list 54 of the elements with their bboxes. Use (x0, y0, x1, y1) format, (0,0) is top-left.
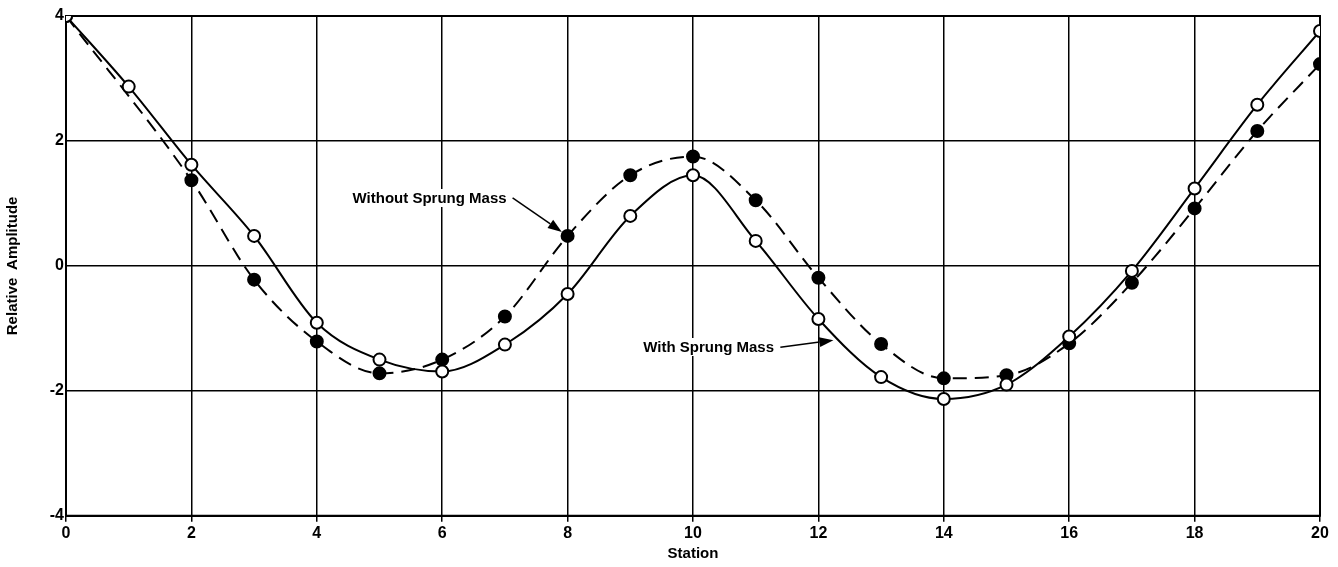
point (184, 173, 199, 188)
point (936, 391, 951, 406)
point (748, 233, 763, 248)
point (623, 208, 638, 223)
point (497, 337, 512, 352)
x-tick-label: 16 (1060, 523, 1079, 541)
annotation: Without Sprung Mass (350, 188, 509, 207)
y-tick-label: 2 (55, 131, 65, 149)
point (686, 149, 700, 164)
point (121, 79, 136, 94)
point (309, 315, 324, 330)
x-tick-label: 4 (312, 523, 322, 541)
x-tick-label: 14 (934, 523, 953, 541)
y-tick-label: 4 (55, 6, 65, 24)
x-tick-label: 20 (1311, 523, 1329, 541)
point (435, 352, 450, 367)
point (874, 336, 889, 351)
point (309, 334, 324, 349)
y-tick-label: 0 (55, 256, 65, 274)
point (560, 287, 575, 302)
point (247, 272, 262, 287)
x-tick-label: 8 (563, 523, 573, 541)
point (1187, 181, 1202, 196)
point (623, 168, 638, 183)
point (184, 157, 199, 172)
point (435, 364, 450, 379)
point (686, 168, 700, 183)
x-tick-label: 12 (809, 523, 828, 541)
x-tick-label: 18 (1185, 523, 1204, 541)
y-tick-label: -2 (49, 381, 65, 399)
point (936, 371, 951, 386)
point (811, 312, 826, 326)
x-tick-label: 10 (684, 523, 702, 541)
point (1124, 263, 1139, 278)
point (748, 193, 763, 208)
x-axis-title: Station (667, 544, 719, 562)
point (372, 366, 387, 381)
point (811, 270, 826, 285)
point (999, 377, 1014, 392)
point (1124, 275, 1139, 290)
point (497, 309, 512, 324)
point (1250, 97, 1265, 112)
y-axis-title: Relative Amplitude (3, 196, 21, 336)
point (1250, 123, 1265, 138)
x-tick-label: 2 (186, 523, 196, 541)
point (1187, 201, 1202, 216)
point (247, 228, 262, 243)
point (874, 370, 889, 385)
point (372, 352, 387, 367)
x-tick-label: 6 (437, 523, 447, 541)
point (1062, 329, 1077, 344)
point (560, 228, 575, 243)
annotation: With Sprung Mass (641, 338, 777, 357)
y-tick-label: -4 (49, 506, 65, 524)
